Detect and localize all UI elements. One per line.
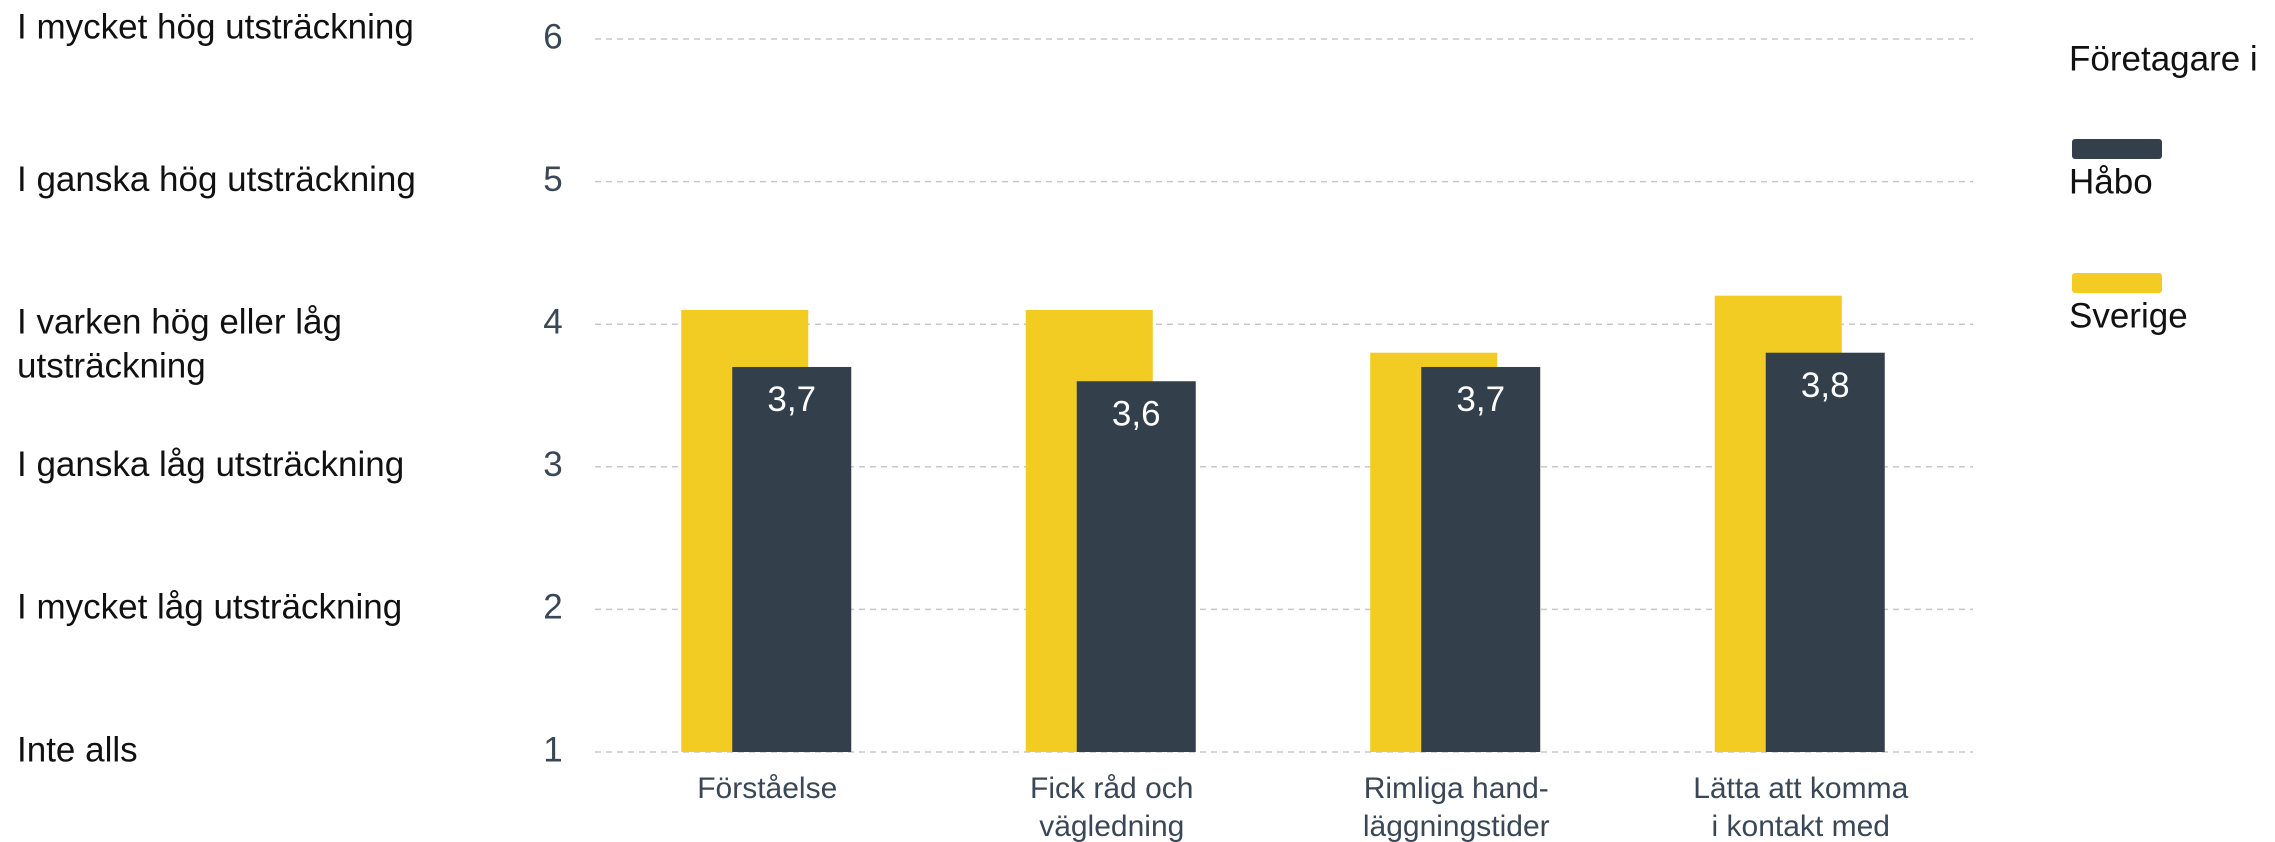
y-tick-label: 6 [543, 17, 562, 56]
legend-swatch [2072, 139, 2162, 159]
x-tick-label: Lätta att komma [1693, 772, 1908, 805]
y-tick-label: 5 [543, 160, 562, 199]
y-tick-description: I mycket hög utsträckning [17, 7, 414, 46]
x-tick-label: läggningstider [1363, 810, 1550, 842]
data-label: 3,7 [1456, 380, 1505, 419]
y-tick-description: I ganska låg utsträckning [17, 445, 404, 484]
bar [1076, 381, 1196, 752]
data-label: 3,8 [1801, 366, 1850, 405]
y-tick-description: I ganska hög utsträckning [17, 160, 416, 199]
legend-title: Företagare i [2069, 39, 2258, 78]
legend-label: Sverige [2069, 296, 2188, 335]
y-tick-label: 3 [543, 445, 562, 484]
y-tick-description: utsträckning [17, 346, 206, 385]
x-tick-label: i kontakt med [1712, 810, 1890, 842]
bar [1421, 366, 1541, 752]
x-tick-label: vägledning [1039, 810, 1184, 842]
y-tick-label: 1 [543, 730, 562, 769]
y-tick-label: 2 [543, 588, 562, 627]
y-tick-description: I mycket låg utsträckning [17, 588, 402, 627]
x-tick-label: Fick råd och [1030, 772, 1193, 805]
legend-label: Håbo [2069, 162, 2153, 201]
legend-swatch [2072, 273, 2162, 293]
y-tick-description: Inte alls [17, 730, 138, 769]
y-tick-label: 4 [543, 302, 562, 341]
y-tick-description: I varken hög eller låg [17, 302, 342, 341]
x-tick-label: Förståelse [697, 772, 837, 805]
data-label: 3,6 [1112, 394, 1161, 433]
x-tick-label: Rimliga hand- [1364, 772, 1549, 805]
data-label: 3,7 [767, 380, 816, 419]
bar [732, 366, 852, 752]
bar [1765, 352, 1885, 752]
